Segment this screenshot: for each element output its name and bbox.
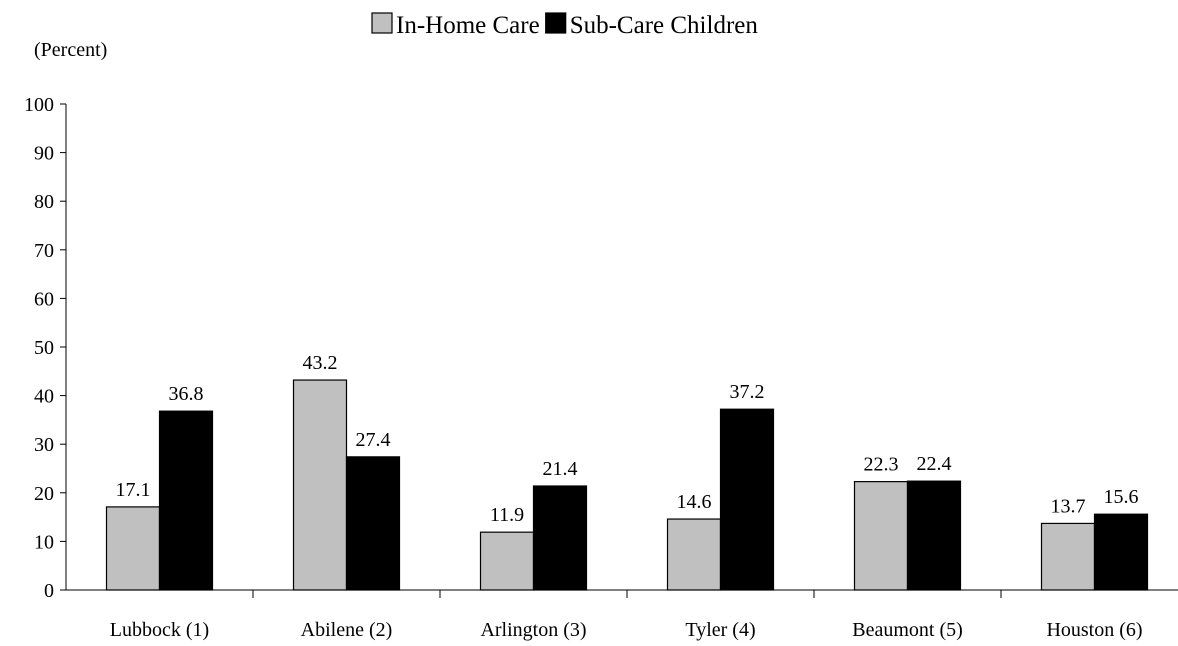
value-label-in-home-care-lubbock-1: 17.1 (116, 479, 151, 501)
y-tick-label: 90 (34, 143, 54, 165)
x-tick-label: Tyler (4) (685, 619, 755, 641)
value-label-in-home-care-tyler-4: 14.6 (677, 491, 712, 513)
y-tick-label: 60 (34, 288, 54, 310)
value-label-in-home-care-houston-6: 13.7 (1051, 495, 1086, 517)
bar-sub-care-children-abilene-2 (345, 456, 401, 591)
y-axis-label: (Percent) (34, 39, 107, 61)
x-tick-label: Houston (6) (1046, 619, 1142, 641)
value-label-in-home-care-abilene-2: 43.2 (303, 352, 338, 374)
y-tick-labels: 0 10 20 30 40 50 60 70 80 90 100 (24, 94, 54, 602)
bar-sub-care-children-beaumont-5 (906, 480, 962, 591)
y-tick-label: 100 (24, 94, 54, 116)
legend: In-Home Care Sub-Care Children (371, 12, 759, 39)
value-labels: 17.1 36.8 43.2 27.4 11.9 21.4 14.6 37.2 22.3 22.4… (116, 352, 1139, 526)
bar-in-home-care-houston-6 (1040, 522, 1096, 591)
bar-sub-care-children-arlington-3 (532, 485, 588, 591)
bar-in-home-care-lubbock-1 (105, 506, 161, 591)
y-tick-label: 70 (34, 240, 54, 262)
bar-in-home-care-arlington-3 (479, 531, 535, 591)
bar-sub-care-children-houston-6 (1093, 513, 1149, 591)
legend-swatch-in-home-care (371, 12, 393, 34)
y-tick-label: 0 (44, 580, 54, 602)
axes (60, 103, 1178, 598)
x-tick-labels: Lubbock (1) Abilene (2) Arlington (3) Tyler… (110, 619, 1143, 641)
legend-label-sub-care-children: Sub-Care Children (570, 12, 759, 39)
value-label-sub-care-children-lubbock-1: 36.8 (169, 383, 204, 405)
y-tick-label: 30 (34, 434, 54, 456)
bar-sub-care-children-lubbock-1 (158, 410, 214, 591)
value-label-sub-care-children-houston-6: 15.6 (1104, 486, 1139, 508)
x-tick-label: Abilene (2) (301, 619, 393, 641)
x-tick-label: Arlington (3) (480, 619, 586, 641)
bar-sub-care-children-tyler-4 (719, 408, 775, 591)
bar-in-home-care-abilene-2 (292, 379, 348, 591)
value-label-sub-care-children-abilene-2: 27.4 (356, 429, 391, 451)
y-tick-label: 50 (34, 337, 54, 359)
value-label-in-home-care-beaumont-5: 22.3 (864, 454, 899, 476)
legend-label-in-home-care: In-Home Care (396, 12, 540, 39)
bar-in-home-care-tyler-4 (666, 518, 722, 591)
bars (105, 379, 1149, 591)
legend-swatch-sub-care-children (545, 12, 567, 34)
bar-in-home-care-beaumont-5 (853, 481, 909, 591)
y-tick-label: 40 (34, 386, 54, 408)
y-tick-label: 20 (34, 483, 54, 505)
y-tick-label: 80 (34, 191, 54, 213)
x-tick-label: Lubbock (1) (110, 619, 209, 641)
value-label-sub-care-children-arlington-3: 21.4 (543, 458, 578, 480)
value-label-sub-care-children-beaumont-5: 22.4 (917, 453, 952, 475)
value-label-sub-care-children-tyler-4: 37.2 (730, 381, 765, 403)
x-tick-label: Beaumont (5) (852, 619, 963, 641)
y-tick-label: 10 (34, 531, 54, 553)
value-label-in-home-care-arlington-3: 11.9 (490, 504, 524, 526)
